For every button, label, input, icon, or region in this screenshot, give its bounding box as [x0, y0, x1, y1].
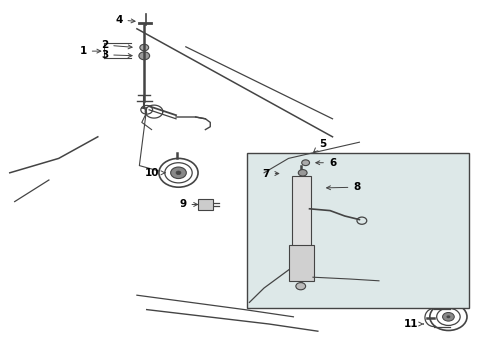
Circle shape: [442, 312, 453, 321]
Bar: [246, 153, 468, 308]
Text: 3: 3: [101, 50, 132, 60]
Text: 5: 5: [313, 139, 325, 152]
Text: 4: 4: [115, 15, 135, 25]
Circle shape: [295, 283, 305, 290]
Text: 11: 11: [403, 319, 423, 329]
Text: 10: 10: [144, 168, 164, 178]
Text: 9: 9: [179, 199, 197, 210]
Circle shape: [140, 44, 148, 51]
Circle shape: [298, 170, 306, 176]
Text: 8: 8: [326, 182, 360, 192]
Text: 2: 2: [101, 40, 132, 50]
Circle shape: [170, 167, 186, 179]
Bar: [288, 245, 313, 281]
Bar: [291, 176, 310, 248]
Circle shape: [301, 160, 309, 166]
Circle shape: [176, 171, 181, 175]
Bar: [197, 199, 213, 210]
Text: 7: 7: [262, 168, 278, 179]
Text: 6: 6: [315, 158, 335, 168]
Circle shape: [446, 315, 449, 318]
Text: 1: 1: [80, 46, 101, 56]
Circle shape: [139, 52, 149, 60]
